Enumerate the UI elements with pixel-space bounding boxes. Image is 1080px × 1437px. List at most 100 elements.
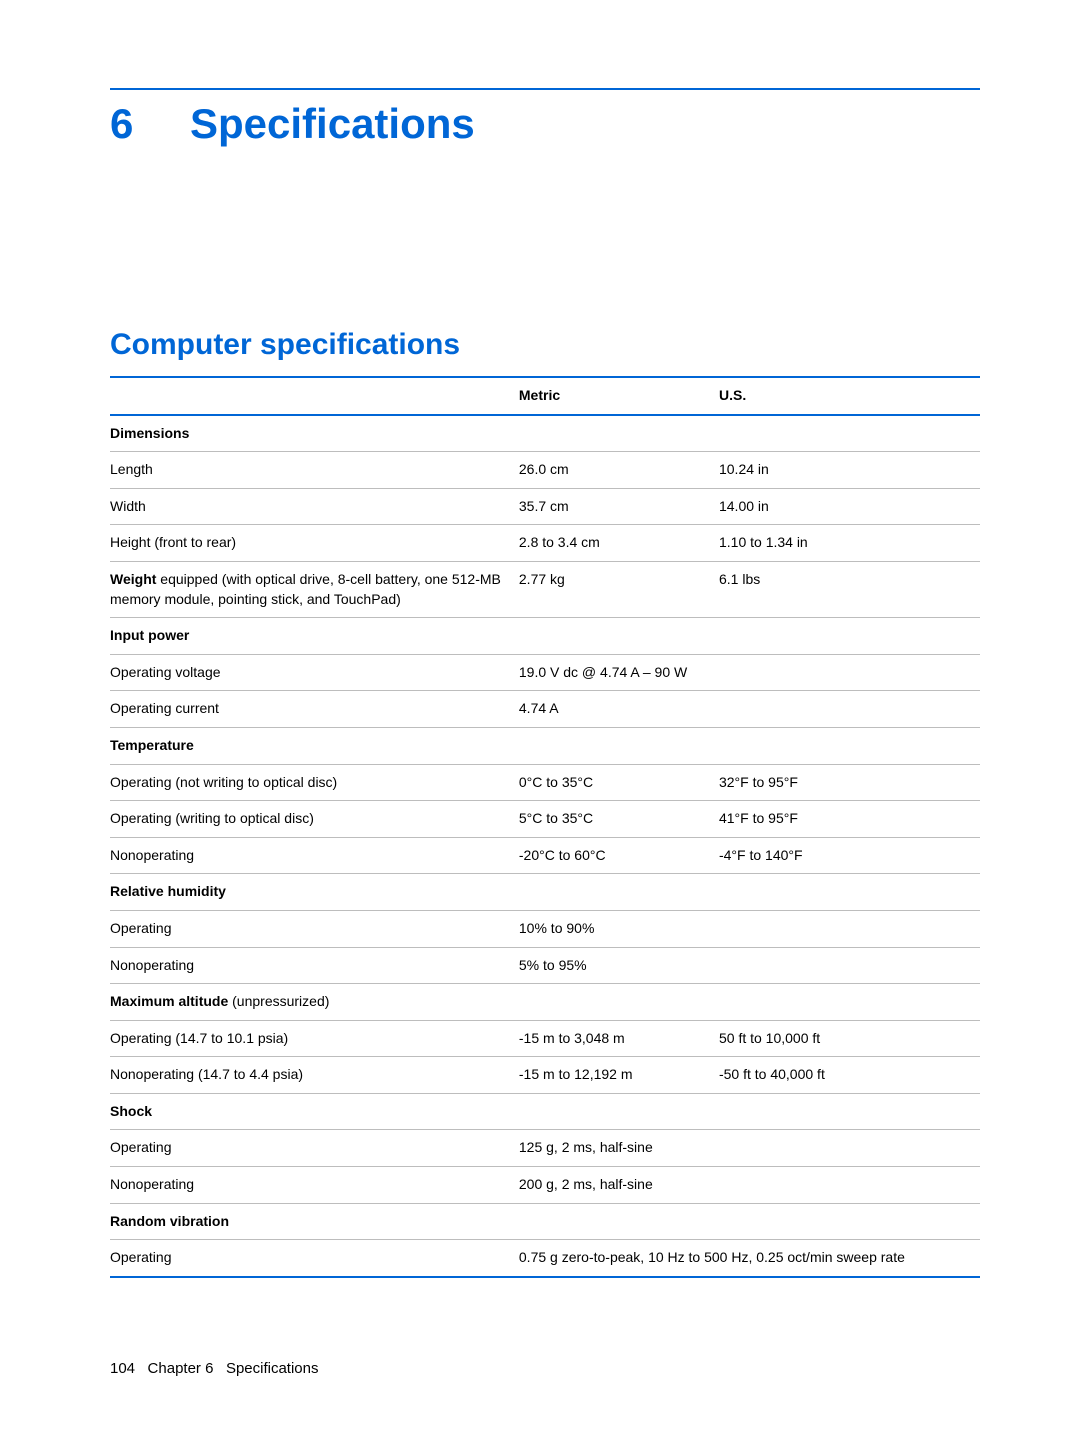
cell-us	[719, 415, 980, 452]
table-row: Operating (not writing to optical disc)0…	[110, 764, 980, 801]
cell-label: Temperature	[110, 727, 519, 764]
cell-metric: 19.0 V dc @ 4.74 A – 90 W	[519, 654, 719, 691]
cell-metric: 10% to 90%	[519, 910, 719, 947]
cell-label: Operating	[110, 1240, 519, 1277]
cell-metric: 2.77 kg	[519, 561, 719, 617]
cell-us	[719, 1130, 980, 1167]
spec-table: Metric U.S. DimensionsLength26.0 cm10.24…	[110, 376, 980, 1278]
cell-us	[719, 1203, 980, 1240]
cell-label: Nonoperating	[110, 837, 519, 874]
cell-us: 1.10 to 1.34 in	[719, 525, 980, 562]
cell-metric	[519, 1203, 719, 1240]
table-row: Operating125 g, 2 ms, half-sine	[110, 1130, 980, 1167]
cell-us: 14.00 in	[719, 488, 980, 525]
chapter-rule	[110, 88, 980, 90]
cell-label: Height (front to rear)	[110, 525, 519, 562]
col-header-label	[110, 377, 519, 415]
cell-metric	[519, 415, 719, 452]
cell-label: Nonoperating (14.7 to 4.4 psia)	[110, 1057, 519, 1094]
table-row: Nonoperating-20°C to 60°C-4°F to 140°F	[110, 837, 980, 874]
cell-metric: 0°C to 35°C	[519, 764, 719, 801]
cell-label: Operating (14.7 to 10.1 psia)	[110, 1020, 519, 1057]
cell-us	[719, 947, 980, 984]
table-row: Height (front to rear)2.8 to 3.4 cm1.10 …	[110, 525, 980, 562]
table-row: Maximum altitude (unpressurized)	[110, 984, 980, 1021]
cell-label: Operating (writing to optical disc)	[110, 801, 519, 838]
table-row: Length26.0 cm10.24 in	[110, 452, 980, 489]
cell-metric: 200 g, 2 ms, half-sine	[519, 1167, 719, 1204]
table-row: Random vibration	[110, 1203, 980, 1240]
cell-metric: 35.7 cm	[519, 488, 719, 525]
cell-metric: 5°C to 35°C	[519, 801, 719, 838]
cell-us: 10.24 in	[719, 452, 980, 489]
table-header-row: Metric U.S.	[110, 377, 980, 415]
chapter-title: Specifications	[190, 100, 475, 147]
cell-label: Operating (not writing to optical disc)	[110, 764, 519, 801]
cell-us: 6.1 lbs	[719, 561, 980, 617]
cell-metric: 2.8 to 3.4 cm	[519, 525, 719, 562]
cell-metric: 4.74 A	[519, 691, 719, 728]
footer-page-number: 104	[110, 1360, 135, 1377]
table-row: Operating current4.74 A	[110, 691, 980, 728]
cell-us	[719, 654, 980, 691]
cell-us: 41°F to 95°F	[719, 801, 980, 838]
chapter-heading: 6Specifications	[110, 100, 980, 148]
cell-label: Dimensions	[110, 415, 519, 452]
cell-us	[719, 691, 980, 728]
footer-chapter-title: Specifications	[226, 1360, 319, 1377]
cell-label: Maximum altitude (unpressurized)	[110, 984, 519, 1021]
cell-metric	[519, 618, 719, 655]
cell-metric	[519, 874, 719, 911]
chapter-number: 6	[110, 100, 190, 148]
cell-label: Length	[110, 452, 519, 489]
table-row: Operating (writing to optical disc)5°C t…	[110, 801, 980, 838]
cell-label: Operating	[110, 910, 519, 947]
table-row: Nonoperating200 g, 2 ms, half-sine	[110, 1167, 980, 1204]
cell-metric: -15 m to 12,192 m	[519, 1057, 719, 1094]
table-row: Relative humidity	[110, 874, 980, 911]
cell-label: Random vibration	[110, 1203, 519, 1240]
cell-label: Relative humidity	[110, 874, 519, 911]
cell-metric	[519, 984, 719, 1021]
cell-metric: 26.0 cm	[519, 452, 719, 489]
page: 6Specifications Computer specifications …	[0, 0, 1080, 1437]
cell-us	[719, 727, 980, 764]
cell-us	[719, 874, 980, 911]
page-footer: 104 Chapter 6 Specifications	[110, 1360, 319, 1377]
table-row: Dimensions	[110, 415, 980, 452]
table-row: Operating10% to 90%	[110, 910, 980, 947]
cell-metric-span: 0.75 g zero-to-peak, 10 Hz to 500 Hz, 0.…	[519, 1240, 980, 1277]
cell-label: Nonoperating	[110, 1167, 519, 1204]
cell-us: -4°F to 140°F	[719, 837, 980, 874]
cell-metric	[519, 1093, 719, 1130]
cell-label: Operating voltage	[110, 654, 519, 691]
cell-us	[719, 1167, 980, 1204]
col-header-metric: Metric	[519, 377, 719, 415]
table-row: Operating0.75 g zero-to-peak, 10 Hz to 5…	[110, 1240, 980, 1277]
cell-us: -50 ft to 40,000 ft	[719, 1057, 980, 1094]
cell-us	[719, 910, 980, 947]
cell-label: Input power	[110, 618, 519, 655]
table-row: Weight equipped (with optical drive, 8-c…	[110, 561, 980, 617]
cell-label: Weight equipped (with optical drive, 8-c…	[110, 561, 519, 617]
table-row: Operating voltage19.0 V dc @ 4.74 A – 90…	[110, 654, 980, 691]
cell-label: Nonoperating	[110, 947, 519, 984]
cell-us	[719, 984, 980, 1021]
cell-label: Width	[110, 488, 519, 525]
cell-us: 32°F to 95°F	[719, 764, 980, 801]
cell-metric: -15 m to 3,048 m	[519, 1020, 719, 1057]
cell-metric: -20°C to 60°C	[519, 837, 719, 874]
table-row: Temperature	[110, 727, 980, 764]
cell-us	[719, 618, 980, 655]
table-row: Operating (14.7 to 10.1 psia)-15 m to 3,…	[110, 1020, 980, 1057]
cell-metric: 5% to 95%	[519, 947, 719, 984]
footer-chapter-label: Chapter 6	[148, 1360, 214, 1377]
cell-us	[719, 1093, 980, 1130]
cell-label: Operating current	[110, 691, 519, 728]
table-row: Nonoperating (14.7 to 4.4 psia)-15 m to …	[110, 1057, 980, 1094]
section-heading: Computer specifications	[110, 328, 980, 362]
cell-metric	[519, 727, 719, 764]
cell-label: Shock	[110, 1093, 519, 1130]
table-row: Input power	[110, 618, 980, 655]
col-header-us: U.S.	[719, 377, 980, 415]
